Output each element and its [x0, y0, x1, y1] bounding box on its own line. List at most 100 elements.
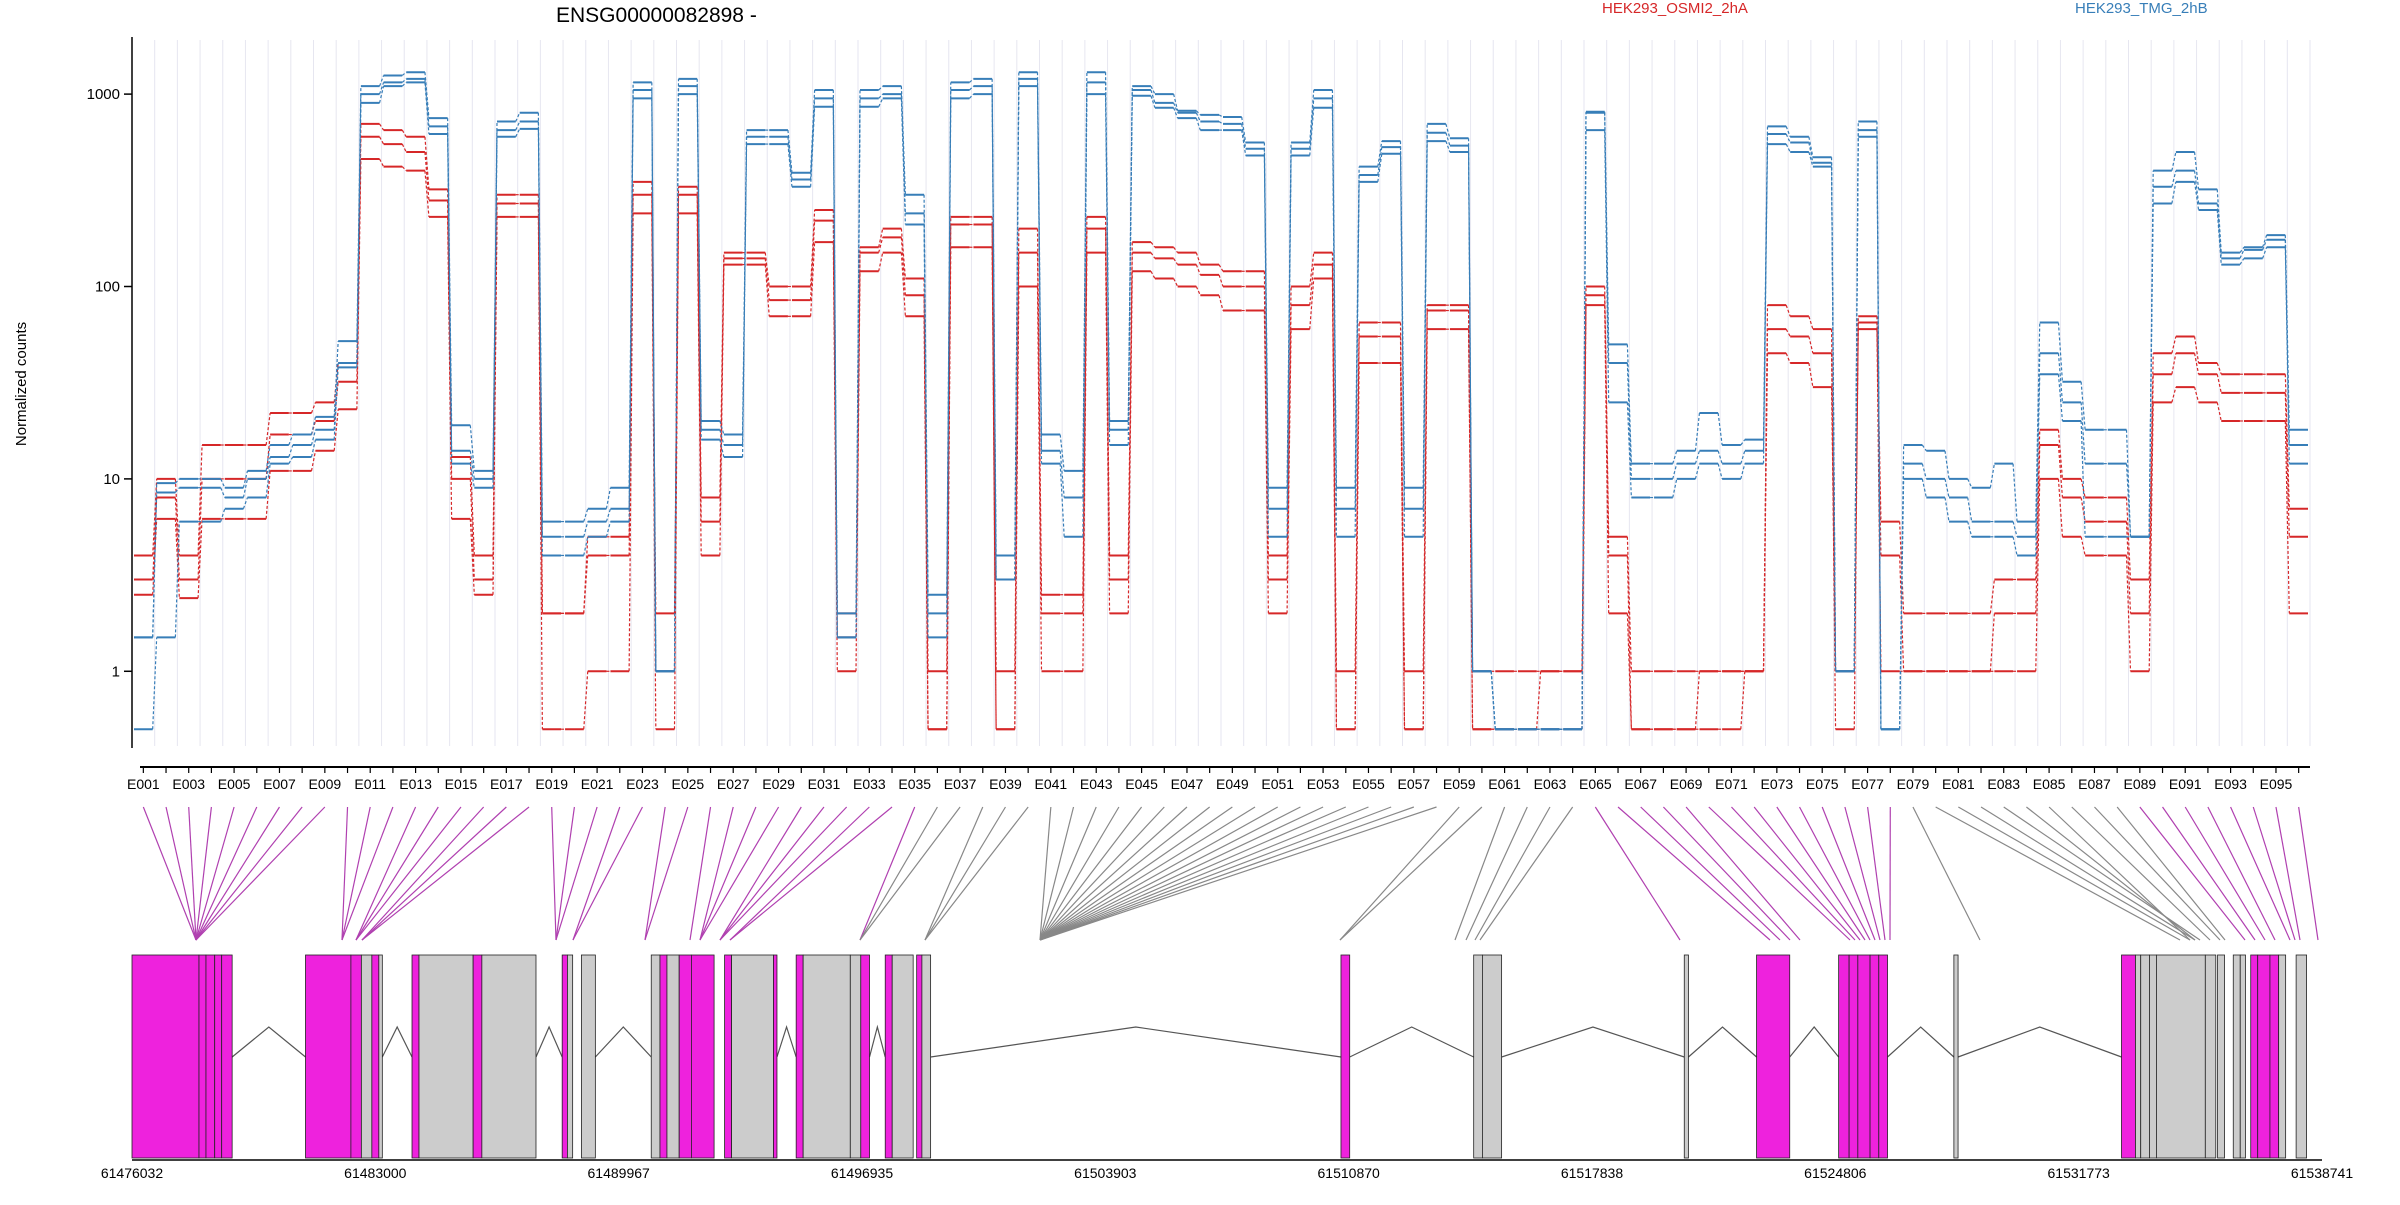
exon-block-significant [351, 955, 361, 1158]
exon-link-line [166, 807, 196, 940]
coordinate-label: 61538741 [2291, 1165, 2354, 1181]
exon-link-line [362, 807, 484, 940]
exon-block-significant [206, 955, 215, 1158]
exon-link-line [1663, 807, 1790, 940]
exon-link-line [573, 807, 620, 940]
x-tick-label: E017 [490, 776, 523, 792]
intron [870, 1027, 886, 1057]
exon-block-significant [796, 955, 803, 1158]
x-tick-label: E029 [762, 776, 795, 792]
coordinate-label: 61531773 [2048, 1165, 2111, 1181]
exon-link-line [143, 807, 196, 940]
exon-link-line [2049, 807, 2190, 940]
exon-block [2233, 955, 2240, 1158]
exon-link-line [1913, 807, 1980, 940]
intron [1502, 1027, 1685, 1057]
exon-link-line [1845, 807, 1880, 940]
exon-link-line [1641, 807, 1780, 940]
x-tick-label: E047 [1171, 776, 1204, 792]
exon-block-significant [2122, 955, 2136, 1158]
exon-block-significant [372, 955, 379, 1158]
y-tick-label: 1 [112, 663, 120, 680]
x-tick-label: E061 [1488, 776, 1521, 792]
x-tick-label: E023 [626, 776, 659, 792]
exon-block-significant [562, 955, 567, 1158]
exon-block-significant [473, 955, 482, 1158]
exon-link-line [730, 807, 869, 940]
exon-block-significant [199, 955, 206, 1158]
exon-link-lines [143, 807, 2318, 940]
exon-block [2149, 955, 2156, 1158]
exon-block-significant [917, 955, 922, 1158]
x-tick-label: E037 [944, 776, 977, 792]
exon-link-line [1822, 807, 1875, 940]
intron [1958, 1027, 2121, 1057]
exon-block-significant [222, 955, 232, 1158]
x-tick-label: E025 [671, 776, 704, 792]
exon-link-line [1040, 807, 1278, 940]
legend-entry-treated: HEK293_OSMI2_2hA [1602, 0, 1748, 17]
x-tick-label: E069 [1670, 776, 1703, 792]
exon-block [803, 955, 850, 1158]
exon-block-significant [2251, 955, 2258, 1158]
exon-link-line [925, 807, 1028, 940]
exon-link-line [196, 807, 302, 940]
exon-block [567, 955, 572, 1158]
exon-link-line [2231, 807, 2290, 940]
exon-link-line [925, 807, 1005, 940]
exon-link-line [2094, 807, 2220, 940]
x-tick-label: E033 [853, 776, 886, 792]
exon-link-line [362, 807, 506, 940]
intron [1350, 1027, 1474, 1057]
exon-block-significant [773, 955, 776, 1158]
exon-block [2218, 955, 2225, 1158]
coordinate-label: 61489967 [588, 1165, 651, 1181]
coordinate-label: 61483000 [344, 1165, 407, 1181]
coordinate-label: 61510870 [1318, 1165, 1381, 1181]
exon-block [419, 955, 473, 1158]
exon-link-line [556, 807, 574, 940]
x-tick-label: E003 [172, 776, 205, 792]
x-tick-label: E007 [263, 776, 296, 792]
y-tick-label: 100 [95, 279, 120, 296]
exon-block [2240, 955, 2245, 1158]
exon-link-line [2253, 807, 2295, 940]
x-tick-label: E071 [1715, 776, 1748, 792]
exon-link-line [645, 807, 688, 940]
x-tick-label: E027 [717, 776, 750, 792]
intron [1790, 1027, 1839, 1057]
exon-block-significant [2258, 955, 2270, 1158]
intron [931, 1027, 1341, 1057]
exon-link-line [1040, 807, 1391, 940]
exon-link-line [1731, 807, 1855, 940]
exon-block-significant [1341, 955, 1350, 1158]
exon-link-line [1040, 807, 1346, 940]
x-tick-label: E089 [2123, 776, 2156, 792]
x-tick-label: E045 [1125, 776, 1158, 792]
exon-block [581, 955, 595, 1158]
exon-block [1482, 955, 1501, 1158]
exon-link-line [1686, 807, 1800, 940]
exon-block [1474, 955, 1483, 1158]
exon-link-line [1595, 807, 1680, 940]
exon-block-significant [861, 955, 870, 1158]
exon-block [2156, 955, 2205, 1158]
exon-block [2205, 955, 2215, 1158]
exon-link-line [1040, 807, 1323, 940]
intron [1888, 1027, 1954, 1057]
x-tick-label: E041 [1034, 776, 1067, 792]
exon-link-line [1754, 807, 1860, 940]
x-tick-label: E093 [2214, 776, 2247, 792]
grid-lines [132, 40, 2310, 746]
x-tick-label: E049 [1216, 776, 1249, 792]
y-tick-label: 1000 [87, 86, 120, 103]
x-tick-label: E057 [1397, 776, 1430, 792]
exon-link-line [1618, 807, 1770, 940]
exon-block-significant [412, 955, 419, 1158]
x-tick-label: E055 [1352, 776, 1385, 792]
